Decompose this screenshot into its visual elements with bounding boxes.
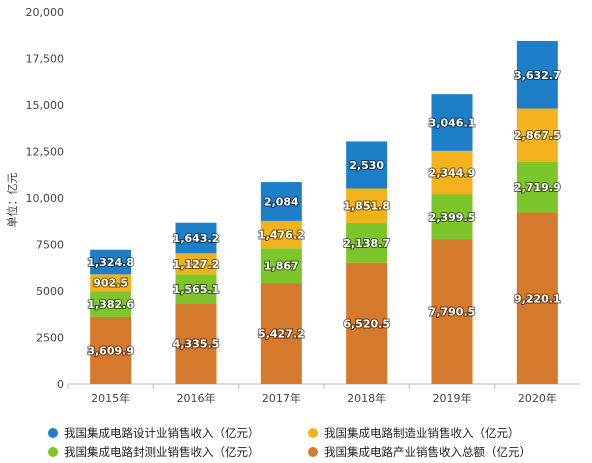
data-label-manufacturing: 1,127.2 [173, 258, 220, 271]
data-label-manufacturing: 902.5 [93, 277, 128, 290]
data-label-total: 5,427.2 [258, 328, 305, 341]
bar-segment-manufacturing [175, 253, 217, 275]
bar-segment-total [431, 239, 473, 384]
y-tick-label: 17,500 [26, 53, 65, 66]
data-label-total: 4,335.5 [173, 338, 220, 351]
data-label-packaging: 2,138.7 [343, 237, 390, 250]
bar-segment-design [516, 41, 558, 109]
data-label-total: 7,790.5 [429, 306, 476, 319]
legend-dot-total [308, 447, 318, 457]
data-label-design: 3,632.7 [514, 69, 561, 82]
bar-segment-packaging [90, 291, 132, 317]
data-label-design: 1,643.2 [173, 232, 220, 245]
data-label-manufacturing: 1,476.2 [258, 229, 305, 242]
data-label-total: 6,520.5 [343, 317, 390, 330]
data-label-total: 3,609.9 [87, 344, 134, 357]
y-tick-label: 0 [57, 378, 64, 391]
bar-segment-design [346, 141, 388, 189]
bar-segment-manufacturing [516, 108, 558, 162]
legend-dot-design [48, 428, 58, 438]
legend: 我国集成电路设计业销售收入（亿元） 我国集成电路制造业销售收入（亿元） 我国集成… [0, 420, 592, 463]
data-label-design: 3,046.1 [429, 117, 476, 130]
bar-segment-manufacturing [431, 150, 473, 195]
data-labels: 3,609.9 1,382.6 902.5 1,324.8 4,335.5 1,565.1… [86, 68, 561, 359]
data-label-design: 2,084 [264, 195, 299, 208]
x-tick-label: 2015年 [91, 391, 130, 405]
legend-dot-manufacturing [308, 428, 318, 438]
data-label-manufacturing: 1,851.8 [343, 200, 390, 213]
bar-segment-packaging [431, 194, 473, 240]
legend-label-design: 我国集成电路设计业销售收入（亿元） [64, 426, 260, 440]
bars [90, 41, 558, 384]
legend-item-design[interactable]: 我国集成电路设计业销售收入（亿元） [48, 425, 260, 441]
legend-item-manufacturing[interactable]: 我国集成电路制造业销售收入（亿元） [308, 425, 520, 441]
data-label-manufacturing: 2,867.5 [514, 129, 561, 142]
bar-segment-manufacturing [346, 188, 388, 223]
x-tick-label: 2016年 [177, 391, 216, 405]
bar-segment-design [260, 182, 302, 221]
bar-segment-total [175, 303, 217, 384]
x-tick-label: 2017年 [262, 391, 301, 405]
bar-segment-design [90, 249, 132, 275]
data-label-packaging: 1,565.1 [173, 283, 220, 296]
x-tick-label: 2018年 [347, 391, 386, 405]
data-label-packaging: 1,382.6 [87, 298, 134, 311]
bar-segment-total [260, 283, 302, 384]
data-label-total: 9,220.1 [514, 292, 561, 305]
bar-segment-packaging [346, 222, 388, 263]
legend-label-manufacturing: 我国集成电路制造业销售收入（亿元） [324, 426, 520, 440]
y-tick-label: 2500 [36, 332, 64, 345]
y-tick-label: 7500 [36, 239, 64, 252]
y-tick-label: 5000 [36, 285, 64, 298]
bar-segment-packaging [175, 274, 217, 304]
x-tick-label: 2020年 [518, 391, 557, 405]
y-axis-label: 单位：亿元 [5, 173, 19, 228]
data-label-packaging: 2,719.9 [514, 181, 561, 194]
legend-dot-packaging [48, 447, 58, 457]
bar-segment-packaging [260, 248, 302, 284]
bar-segment-manufacturing [260, 220, 302, 249]
bar-segment-total [346, 262, 388, 384]
data-label-manufacturing: 2,344.9 [429, 167, 476, 180]
y-tick-label: 20,000 [26, 6, 65, 19]
data-label-packaging: 1,867 [264, 260, 299, 273]
bar-segment-design [175, 222, 217, 254]
bar-segment-design [431, 94, 473, 151]
legend-label-total: 我国集成电路产业销售收入总额（亿元） [324, 445, 531, 459]
legend-label-packaging: 我国集成电路封测业销售收入（亿元） [64, 445, 260, 459]
bar-segment-total [90, 316, 132, 384]
axes: 0 2500 5000 7500 10,000 12,500 15,000 17,500 20,… [26, 6, 580, 405]
data-label-design: 1,324.8 [87, 256, 134, 269]
bar-segment-manufacturing [90, 274, 132, 292]
y-tick-label: 12,500 [26, 146, 65, 159]
data-label-packaging: 2,399.5 [429, 211, 476, 224]
legend-item-total[interactable]: 我国集成电路产业销售收入总额（亿元） [308, 444, 531, 460]
x-tick-label: 2019年 [433, 391, 472, 405]
legend-item-packaging[interactable]: 我国集成电路封测业销售收入（亿元） [48, 444, 260, 460]
y-tick-label: 15,000 [26, 99, 65, 112]
data-label-design: 2,530 [349, 159, 384, 172]
y-tick-label: 10,000 [26, 192, 65, 205]
bar-segment-total [516, 212, 558, 384]
bar-segment-packaging [516, 161, 558, 213]
